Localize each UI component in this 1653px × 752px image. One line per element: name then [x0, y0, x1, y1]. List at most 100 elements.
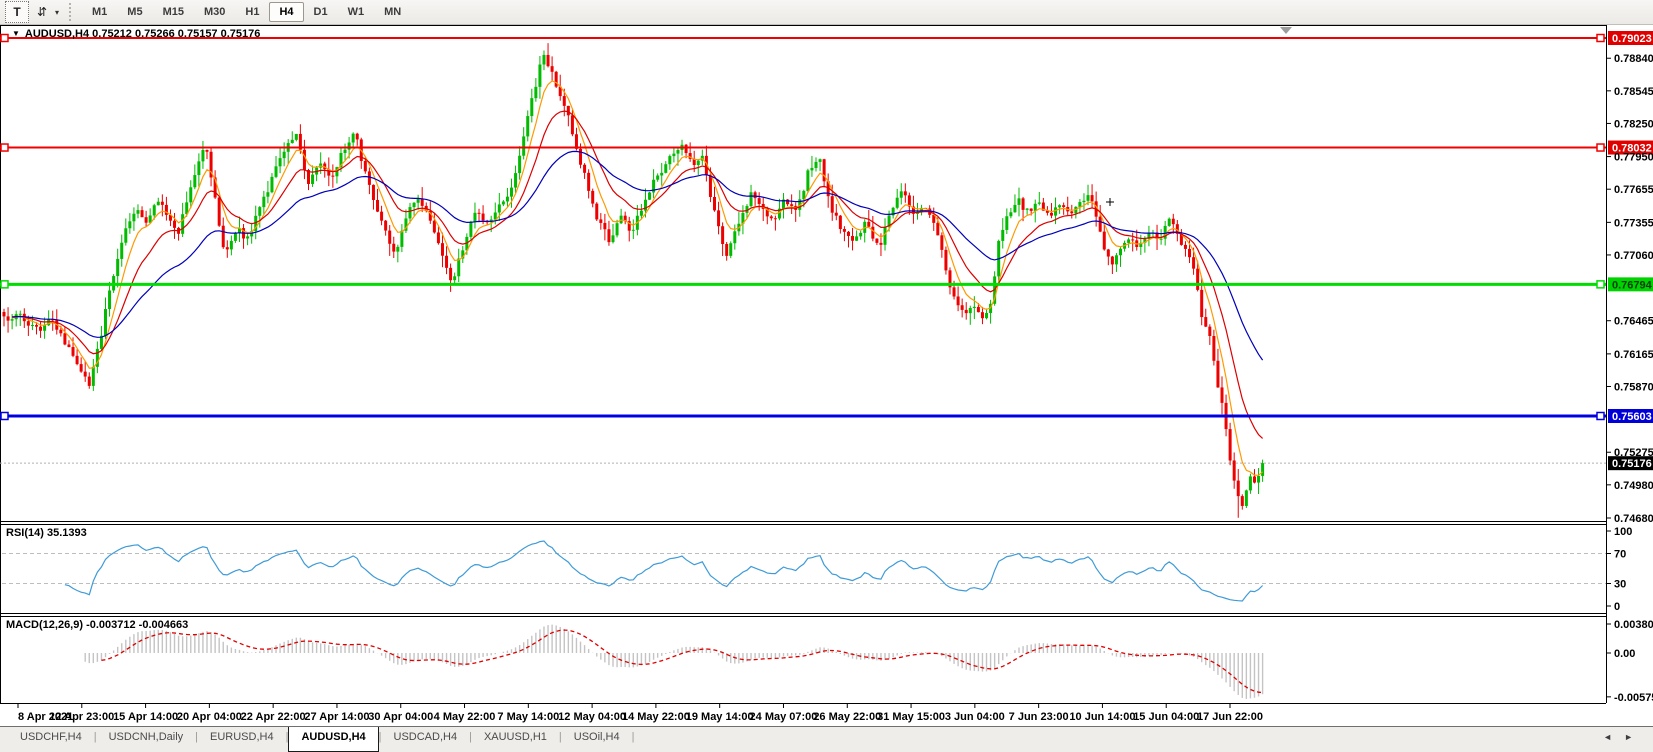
candle-body [1171, 218, 1175, 225]
time-tick-label[interactable]: 7 May 14:00 [497, 711, 559, 723]
candle-body [867, 221, 871, 227]
time-tick-label[interactable]: 31 May 15:00 [877, 711, 945, 723]
chevron-down-icon[interactable]: ▾ [55, 7, 60, 17]
candle-body [416, 198, 420, 203]
price-tick-label[interactable]: 0.75275 [1614, 447, 1653, 459]
candle-body [790, 204, 794, 206]
price-tick-label[interactable]: 0.74680 [1614, 513, 1653, 525]
time-tick-label[interactable]: 8 Apr 2021 [18, 711, 73, 723]
candle-body [891, 207, 895, 216]
candle-body [237, 228, 241, 234]
timeframe-button-M1[interactable]: M1 [92, 6, 108, 18]
candle-body [530, 98, 534, 117]
symbol-tab-EURUSD[interactable]: EURUSD,H4 [210, 731, 274, 743]
price-tick-label[interactable]: 0.77950 [1614, 152, 1653, 164]
candle-body [160, 201, 164, 205]
price-tick-label[interactable]: 0.74980 [1614, 480, 1653, 492]
symbol-tab-USOil[interactable]: USOil,H4 [573, 731, 620, 743]
candle-body [1167, 218, 1171, 226]
candle-body [266, 192, 270, 197]
time-tick-label[interactable]: 7 Jun 23:00 [1009, 711, 1069, 723]
hline-handle[interactable] [1596, 143, 1605, 152]
hline-handle[interactable] [0, 143, 9, 152]
timeframe-button-M15[interactable]: M15 [162, 6, 184, 18]
cursor-mode-icon[interactable]: ⇵ [36, 5, 48, 19]
symbol-dropdown-icon[interactable]: ▼ [12, 29, 20, 38]
candle-body [615, 223, 619, 236]
candle-body [769, 216, 773, 219]
time-tick-label[interactable]: 10 Jun 14:00 [1069, 711, 1135, 723]
candle-body [587, 172, 591, 191]
candle-body [708, 174, 712, 197]
candle-body [18, 313, 22, 315]
price-tick-label[interactable]: 0.75870 [1614, 381, 1653, 393]
timeframe-button-W1[interactable]: W1 [347, 6, 365, 18]
symbol-tab-AUDUSD[interactable]: AUDUSD,H4 [288, 727, 379, 752]
candle-body [611, 235, 615, 243]
candle-body [1045, 210, 1049, 213]
candle-body [692, 158, 696, 166]
timeframe-button-H4[interactable]: H4 [269, 2, 304, 22]
candle-body [631, 229, 635, 231]
time-tick-label[interactable]: 30 Apr 04:00 [368, 711, 433, 723]
hline-handle[interactable] [1596, 33, 1605, 43]
time-tick-label[interactable]: 20 Apr 04:00 [177, 711, 242, 723]
candle-body [173, 220, 177, 228]
time-tick-label[interactable]: 15 Jun 04:00 [1133, 711, 1199, 723]
price-tick-label[interactable]: 0.78840 [1614, 53, 1653, 65]
candle-body [1110, 256, 1114, 265]
candle-body [749, 192, 753, 207]
candle-body [209, 151, 213, 178]
candle-body [225, 247, 229, 250]
candle-body [1244, 490, 1248, 506]
price-tick-label[interactable]: 0.76465 [1614, 316, 1653, 328]
price-tick-label[interactable]: 0.77060 [1614, 250, 1653, 262]
symbol-tab-XAUUSD[interactable]: XAUUSD,H1 [483, 731, 547, 743]
hline-handle[interactable] [0, 411, 9, 421]
hline-handle[interactable] [1596, 411, 1605, 421]
time-tick-label[interactable]: 12 Apr 23:00 [49, 711, 114, 723]
price-tick-label[interactable]: 0.78250 [1614, 118, 1653, 130]
hline-handle[interactable] [1596, 280, 1605, 289]
price-tick-label[interactable]: 0.78545 [1614, 86, 1653, 98]
candle-body [704, 155, 708, 175]
time-tick-label[interactable]: 22 Apr 22:00 [241, 711, 306, 723]
hline-handle[interactable] [0, 280, 9, 289]
symbol-tab-USDCAD[interactable]: USDCAD,H4 [393, 731, 458, 743]
candle-body [185, 202, 189, 215]
time-tick-label[interactable]: 4 May 22:00 [434, 711, 496, 723]
price-tick-label[interactable]: 0.76165 [1614, 349, 1653, 361]
candle-body [67, 344, 71, 348]
time-tick-label[interactable]: 14 May 22:00 [622, 711, 690, 723]
candle-body [514, 173, 518, 188]
candle-body [432, 220, 436, 233]
time-tick-label[interactable]: 17 Jun 22:00 [1197, 711, 1263, 723]
candle-body [1208, 326, 1212, 336]
timeframe-button-D1[interactable]: D1 [313, 6, 328, 18]
time-tick-label[interactable]: 26 May 22:00 [813, 711, 881, 723]
time-tick-label[interactable]: 12 May 04:00 [558, 711, 626, 723]
time-tick-label[interactable]: 27 Apr 14:00 [304, 711, 369, 723]
tab-scroll-left-icon[interactable]: ◄ [1603, 732, 1625, 742]
timeframe-button-M30[interactable]: M30 [203, 6, 226, 18]
symbol-tab-USDCHF[interactable]: USDCHF,H4 [20, 731, 82, 743]
timeframe-button-M5[interactable]: M5 [127, 6, 143, 18]
price-tick-label[interactable]: 0.77655 [1614, 184, 1653, 196]
candle-body [1200, 289, 1204, 318]
tab-scroll-right-icon[interactable]: ► [1624, 732, 1645, 742]
hline-handle[interactable] [0, 33, 9, 43]
candle-body [140, 210, 144, 218]
price-tick-label[interactable]: 0.77355 [1614, 217, 1653, 229]
candle-body [1005, 216, 1009, 230]
symbol-tab-USDCNH[interactable]: USDCNH,Daily [108, 731, 184, 743]
time-tick-label[interactable]: 24 May 07:00 [750, 711, 818, 723]
time-tick-label[interactable]: 19 May 14:00 [686, 711, 754, 723]
candle-body [607, 229, 611, 243]
time-tick-label[interactable]: 15 Apr 14:00 [113, 711, 178, 723]
text-tool-button[interactable]: T [5, 1, 29, 23]
timeframe-button-H1[interactable]: H1 [245, 6, 260, 18]
timeframe-button-MN[interactable]: MN [384, 6, 402, 18]
time-tick-label[interactable]: 3 Jun 04:00 [945, 711, 1005, 723]
